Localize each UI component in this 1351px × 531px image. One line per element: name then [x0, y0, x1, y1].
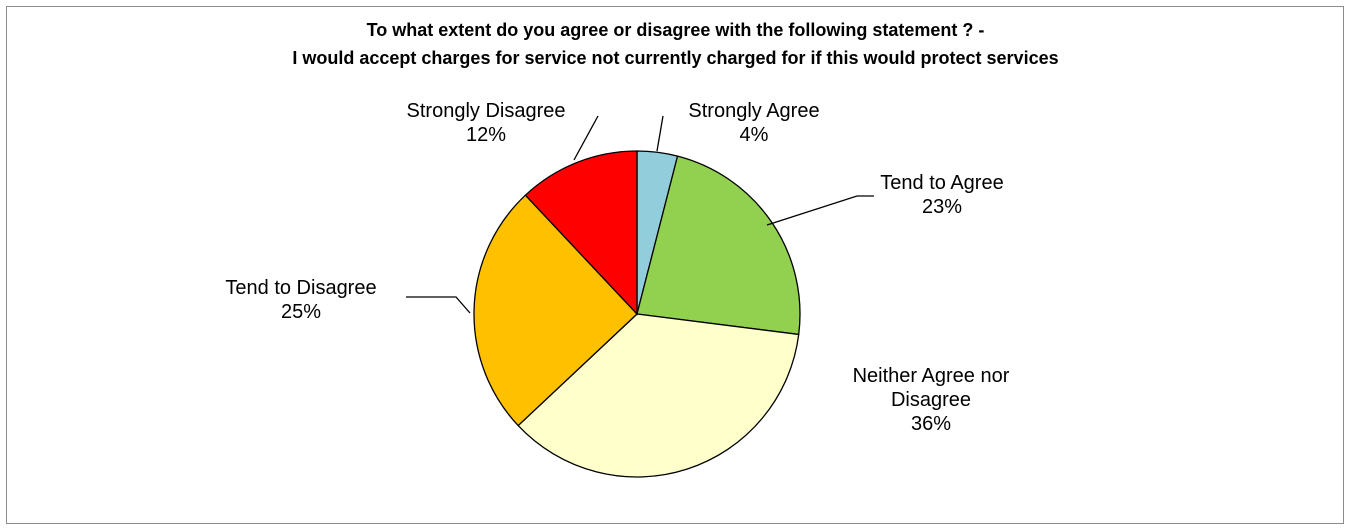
data-label-category: Strongly Agree [688, 100, 819, 122]
data-label-strongly-agree: Strongly Agree 4% [688, 100, 819, 146]
data-label-category: Tend to Agree [880, 172, 1003, 194]
pie-slice-strongly-disagree [524, 150, 638, 316]
data-label-category: Tend to Disagree [225, 277, 376, 299]
chart-title-line-1: To what extent do you agree or disagree … [366, 20, 985, 40]
chart-title-line-2: I would accept charges for service not c… [292, 48, 1059, 68]
data-label-category: Neither Agree nor [853, 365, 1010, 387]
chart-title: To what extent do you agree or disagree … [0, 16, 1351, 72]
data-label-value: 4% [740, 124, 769, 146]
data-label-value: 36% [911, 413, 951, 435]
data-label-strongly-disagree: Strongly Disagree 12% [407, 100, 566, 146]
leader-line-tend-to-agree [766, 195, 874, 226]
leader-line-strongly-agree [656, 115, 664, 152]
data-label-value: 25% [281, 301, 321, 323]
leader-line-tend-to-disagree [406, 296, 471, 314]
data-label-tend-to-disagree: Tend to Disagree 25% [225, 277, 376, 323]
pie-slice-neither-agree-nor-disagree [517, 313, 800, 478]
data-label-category: Disagree [891, 389, 971, 411]
data-label-value: 23% [922, 196, 962, 218]
pie-slice-tend-to-disagree [473, 194, 638, 427]
data-label-tend-to-agree: Tend to Agree 23% [880, 172, 1003, 218]
data-label-neither-agree-nor-disagree: Neither Agree nor Disagree 36% [853, 365, 1010, 435]
data-label-value: 12% [466, 124, 506, 146]
pie-slice-tend-to-agree [636, 155, 801, 336]
data-label-category: Strongly Disagree [407, 100, 566, 122]
leader-line-strongly-disagree [573, 115, 599, 161]
